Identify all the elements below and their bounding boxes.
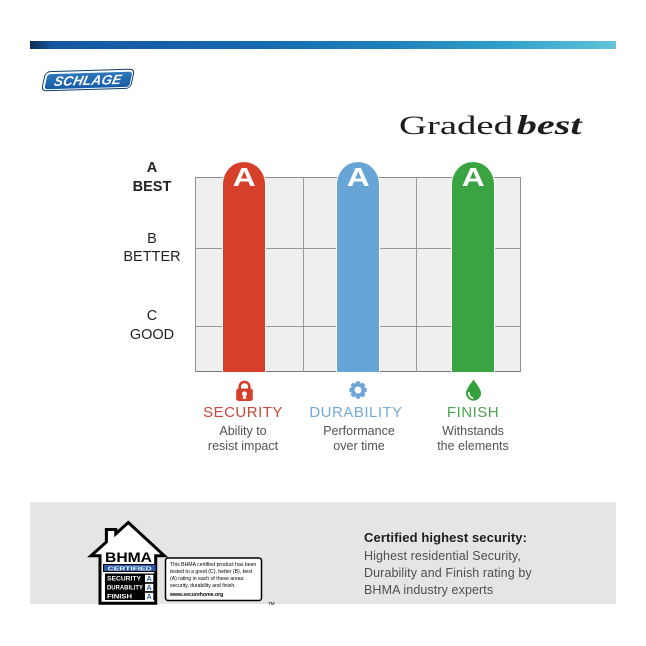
svg-text:A: A <box>147 576 152 583</box>
svg-text:BHMA: BHMA <box>105 549 152 565</box>
svg-text:A: A <box>147 585 152 592</box>
svg-text:A: A <box>147 594 152 601</box>
svg-text:This BHMA certified product ha: This BHMA certified product has been <box>170 562 256 568</box>
svg-text:FINISH: FINISH <box>107 594 132 601</box>
svg-text:security, durability and finis: security, durability and finish. <box>170 583 236 589</box>
svg-text:DURABILITY: DURABILITY <box>107 585 144 592</box>
svg-text:www.securehome.org: www.securehome.org <box>169 592 223 598</box>
svg-text:SECURITY: SECURITY <box>107 576 142 583</box>
svg-text:(A) rating in each of these ar: (A) rating in each of these areas: <box>170 576 245 582</box>
svg-text:CERTIFIED: CERTIFIED <box>108 566 152 572</box>
svg-text:tested to a good (C), better (: tested to a good (C), better (B), best <box>170 569 253 575</box>
svg-text:TM: TM <box>268 601 275 606</box>
